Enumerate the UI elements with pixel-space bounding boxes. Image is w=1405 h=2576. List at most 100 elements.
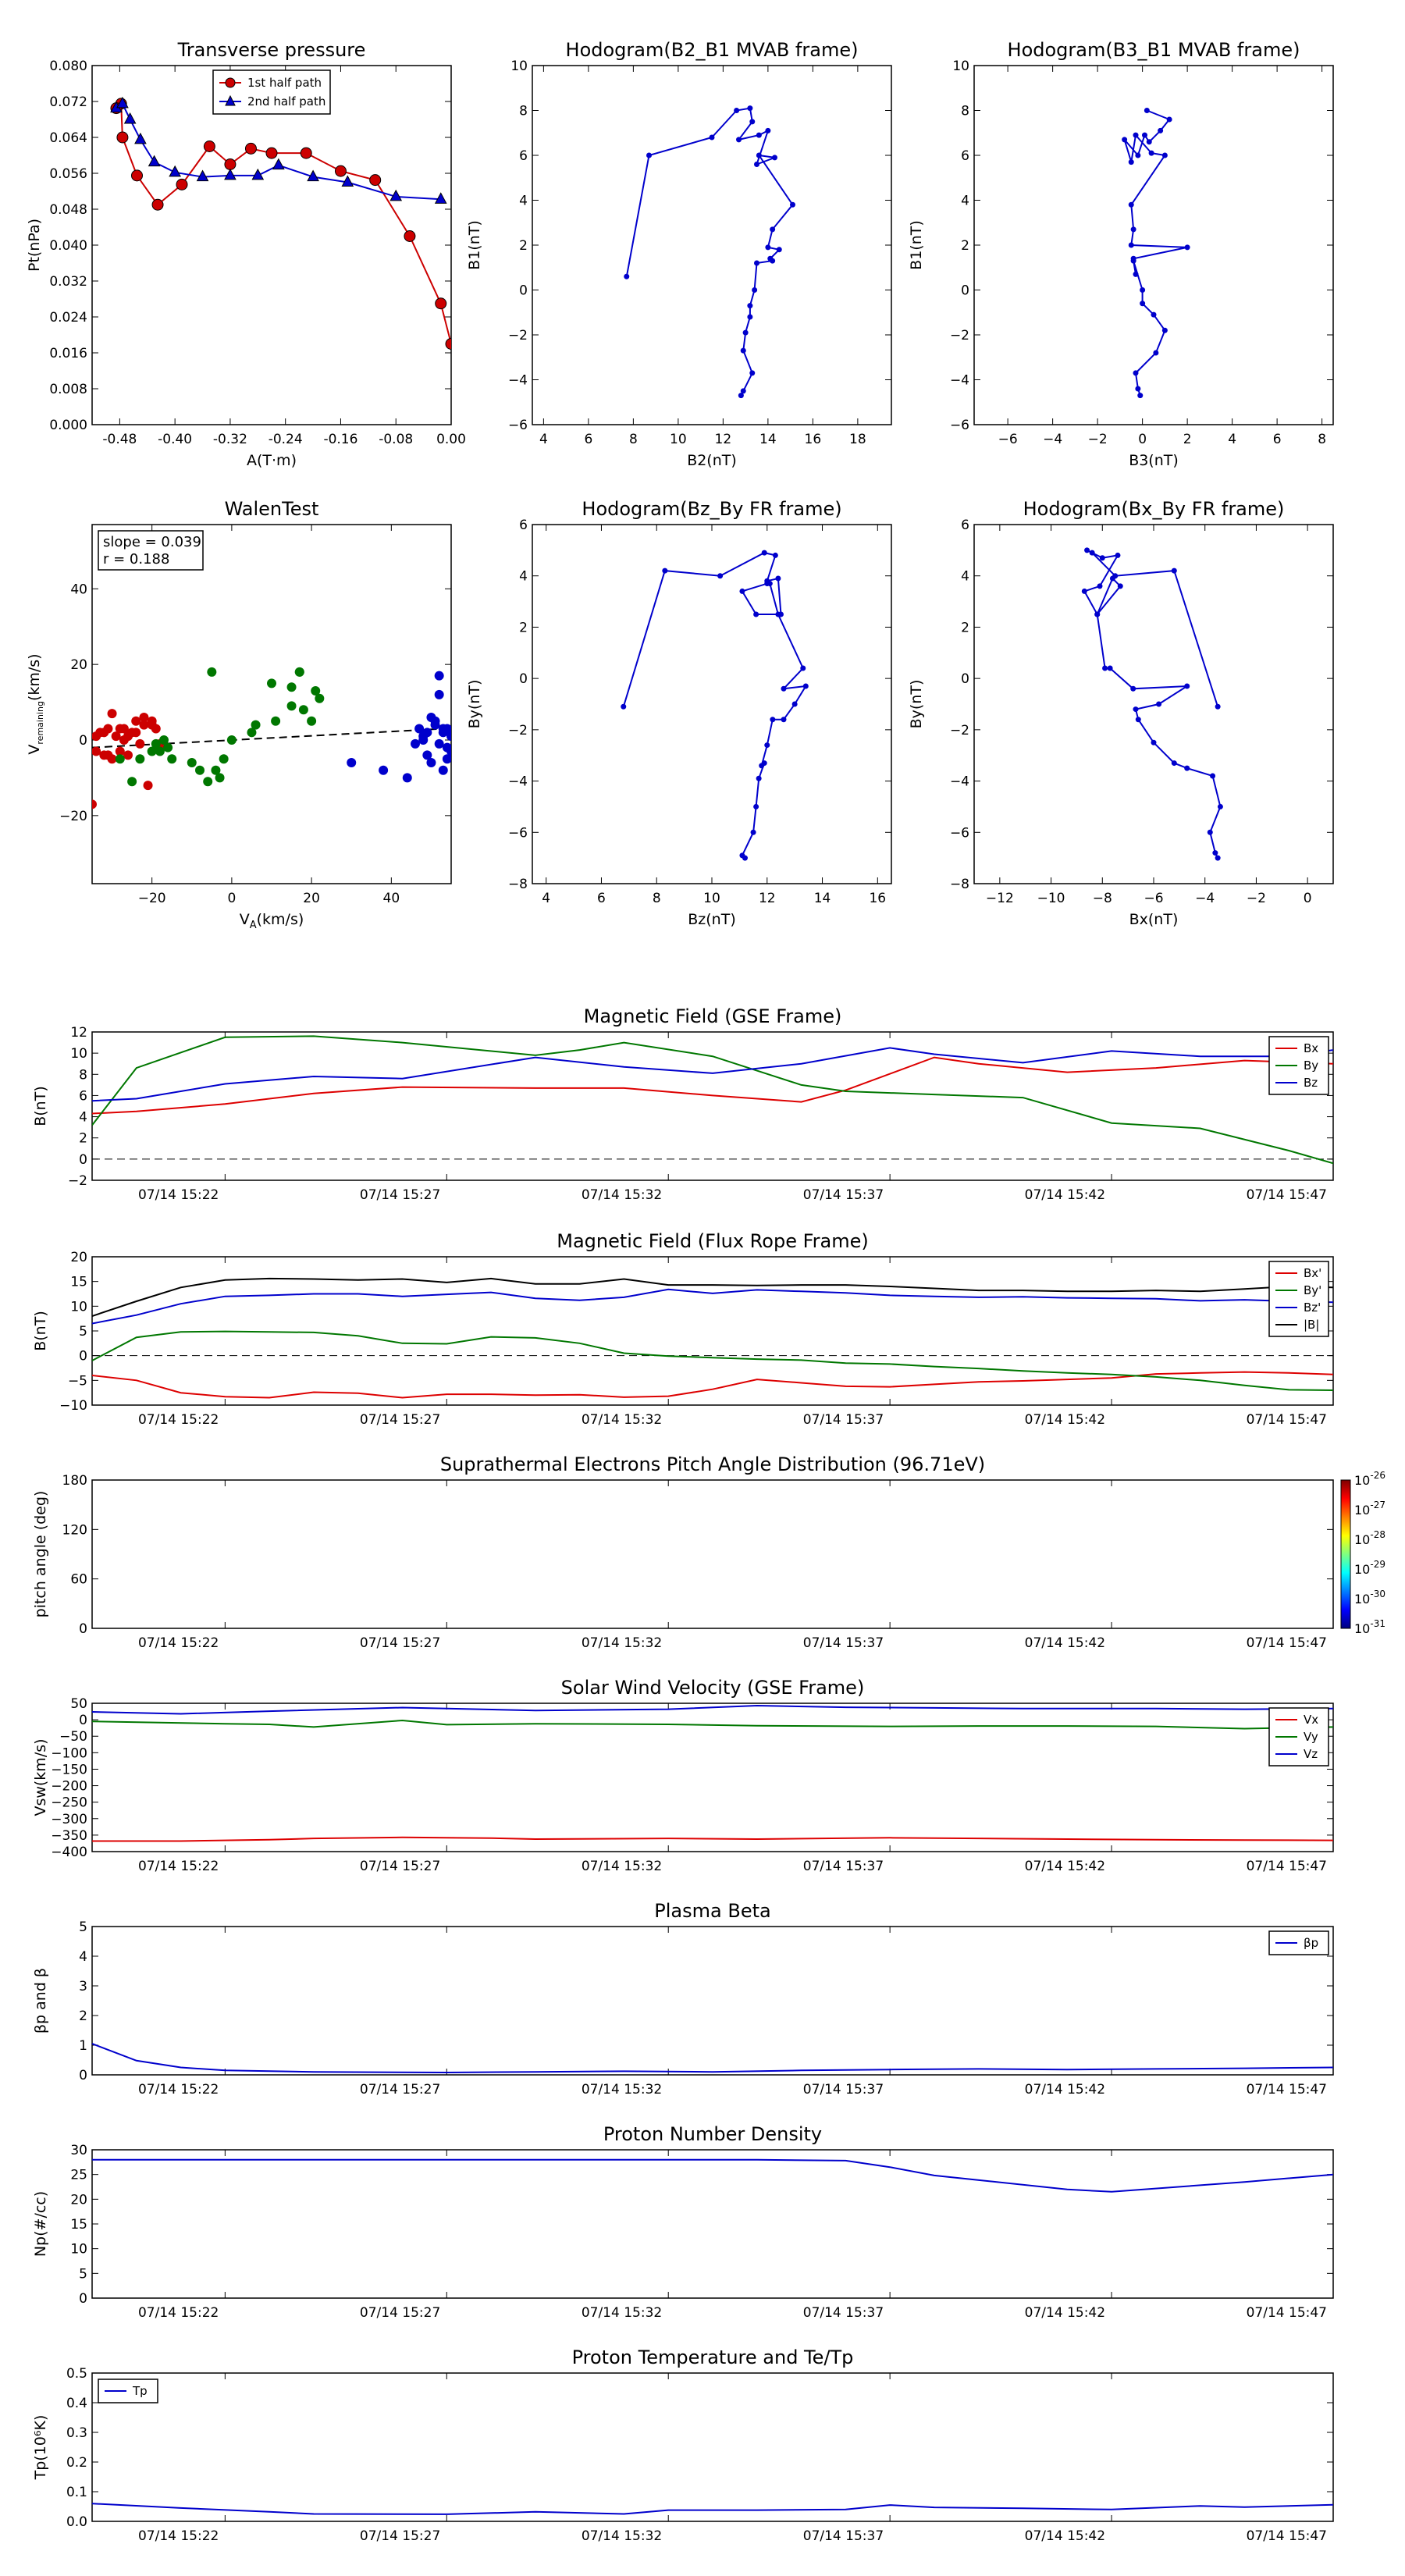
- scatter-point: [143, 781, 153, 791]
- hodogram-point: [1142, 132, 1147, 138]
- series-line-By: [92, 1035, 1333, 1165]
- legend: βp: [1268, 1930, 1329, 1955]
- y-tick-label: −2: [68, 1173, 87, 1189]
- scatter-point: [315, 693, 325, 703]
- x-tick-label: 12: [759, 891, 776, 906]
- hodogram-point: [753, 611, 759, 617]
- hodogram-point: [1130, 258, 1136, 264]
- scatter-point: [167, 754, 177, 764]
- x-axis-label-base: V: [240, 911, 250, 928]
- y-tick-label: 2: [961, 238, 969, 254]
- legend-label: Vx: [1304, 1713, 1318, 1727]
- hodogram-point: [1109, 575, 1115, 582]
- legend-label: Bx': [1304, 1266, 1321, 1280]
- x-tick-label: 07/14 15:47: [1247, 2082, 1327, 2097]
- legend-label: Bx: [1304, 1041, 1318, 1055]
- y-tick-label: 0: [79, 2291, 87, 2307]
- hodogram-point: [1171, 760, 1177, 767]
- x-tick-label: 07/14 15:47: [1247, 1412, 1327, 1428]
- hodogram-point: [1135, 152, 1141, 158]
- x-tick-label: −20: [138, 891, 166, 906]
- chart-title: Hodogram(Bz_By FR frame): [582, 498, 841, 520]
- y-tick-label: 6: [961, 148, 969, 164]
- plot-frame: [91, 2372, 1334, 2522]
- data-point-circle: [116, 131, 129, 144]
- legend-label: Bz: [1304, 1076, 1318, 1090]
- legend-label: Vy: [1304, 1730, 1318, 1744]
- y-tick-label: 0.048: [49, 202, 87, 218]
- hodogram-point: [772, 552, 778, 558]
- scatter-point: [147, 720, 157, 730]
- x-tick-label: 07/14 15:42: [1025, 1412, 1105, 1428]
- plot-frame: [91, 1926, 1334, 2076]
- colorbar-label-base: 10: [1354, 1592, 1370, 1606]
- y-tick-label: −200: [51, 1779, 87, 1795]
- x-tick-label: 07/14 15:42: [1025, 1635, 1105, 1651]
- scatter-point: [286, 701, 297, 711]
- x-tick-label: 07/14 15:37: [803, 1412, 884, 1428]
- x-tick-label: 2: [1183, 432, 1192, 447]
- x-tick-label: 07/14 15:32: [582, 2528, 662, 2544]
- y-tick-label: 6: [519, 148, 528, 164]
- x-tick-label: 07/14 15:37: [803, 2082, 884, 2097]
- colorbar-label-base: 10: [1354, 1562, 1370, 1577]
- scatter-point: [99, 728, 109, 738]
- plot-area: [92, 1035, 1333, 1165]
- y-tick-label: 2: [961, 620, 969, 635]
- series-line-Vz: [92, 1704, 1333, 1715]
- y-tick-label: 0.1: [66, 2485, 87, 2500]
- y-tick-label: 40: [70, 582, 87, 597]
- x-tick-label: 07/14 15:27: [360, 1635, 440, 1651]
- y-tick-label: 20: [70, 1250, 87, 1265]
- y-tick-label: 3: [79, 1979, 87, 1994]
- chart-hxy: Hodogram(Bx_By FR frame) −8 −6 −4 −2 0 2 4 6 −12 −…: [908, 498, 1334, 928]
- hodogram-point: [767, 581, 773, 587]
- hodogram-point: [1156, 701, 1162, 707]
- scatter-point: [430, 720, 440, 730]
- plot-frame: [973, 65, 1334, 425]
- y-tick-label: 4: [79, 1949, 87, 1965]
- x-tick-label: 07/14 15:42: [1025, 1859, 1105, 1874]
- x-tick-label: −6: [998, 432, 1018, 447]
- hodogram-point: [749, 119, 756, 125]
- hodogram-point: [1084, 547, 1090, 553]
- legend: Bx By Bz: [1268, 1036, 1329, 1095]
- scatter-point: [92, 746, 101, 756]
- hodogram-point: [752, 287, 758, 293]
- hodogram-point: [775, 611, 781, 617]
- colorbar-label-base: 10: [1354, 1503, 1370, 1517]
- plot-frame: [91, 2149, 1334, 2299]
- chart-pad: Suprathermal Electrons Pitch Angle Distr…: [32, 1453, 1385, 1651]
- plot-frame: [973, 524, 1334, 884]
- x-tick-label: 07/14 15:37: [803, 1859, 884, 1874]
- series-line-0: [625, 107, 794, 397]
- x-tick-label: 07/14 15:42: [1025, 2305, 1105, 2321]
- plot-area: [92, 1277, 1333, 1399]
- hodogram-point: [747, 314, 753, 320]
- chart-mag_gse: Magnetic Field (GSE Frame) −2 0 2 4 6 8 10 12 07/…: [32, 1005, 1334, 1203]
- x-tick-label: 07/14 15:22: [138, 1187, 219, 1203]
- hodogram-point: [646, 152, 652, 158]
- y-tick-label: 25: [70, 2168, 87, 2183]
- scatter-point: [298, 705, 308, 715]
- hodogram-point: [1151, 311, 1157, 318]
- colorbar-label: 10-29: [1354, 1559, 1385, 1577]
- scatter-point: [247, 728, 257, 738]
- y-tick-label: −2: [508, 328, 528, 343]
- x-tick-label: 40: [383, 891, 400, 906]
- hodogram-point: [1115, 552, 1121, 558]
- hodogram-point: [709, 134, 715, 141]
- legend-label: βp: [1304, 1936, 1318, 1950]
- y-tick-label: 0: [961, 671, 969, 687]
- y-tick-label: −6: [508, 418, 528, 433]
- x-tick-label: 6: [597, 891, 606, 906]
- x-tick-label: 07/14 15:22: [138, 2082, 219, 2097]
- legend-marker: [225, 94, 236, 106]
- y-tick-label: 20: [70, 2192, 87, 2208]
- x-tick-label: 07/14 15:27: [360, 1859, 440, 1874]
- plot-frame: [532, 524, 892, 884]
- plot-area: [621, 550, 809, 861]
- y-axis-label-sub: remaining: [35, 701, 45, 745]
- hodogram-point: [1166, 116, 1172, 123]
- hodogram-point: [740, 388, 746, 394]
